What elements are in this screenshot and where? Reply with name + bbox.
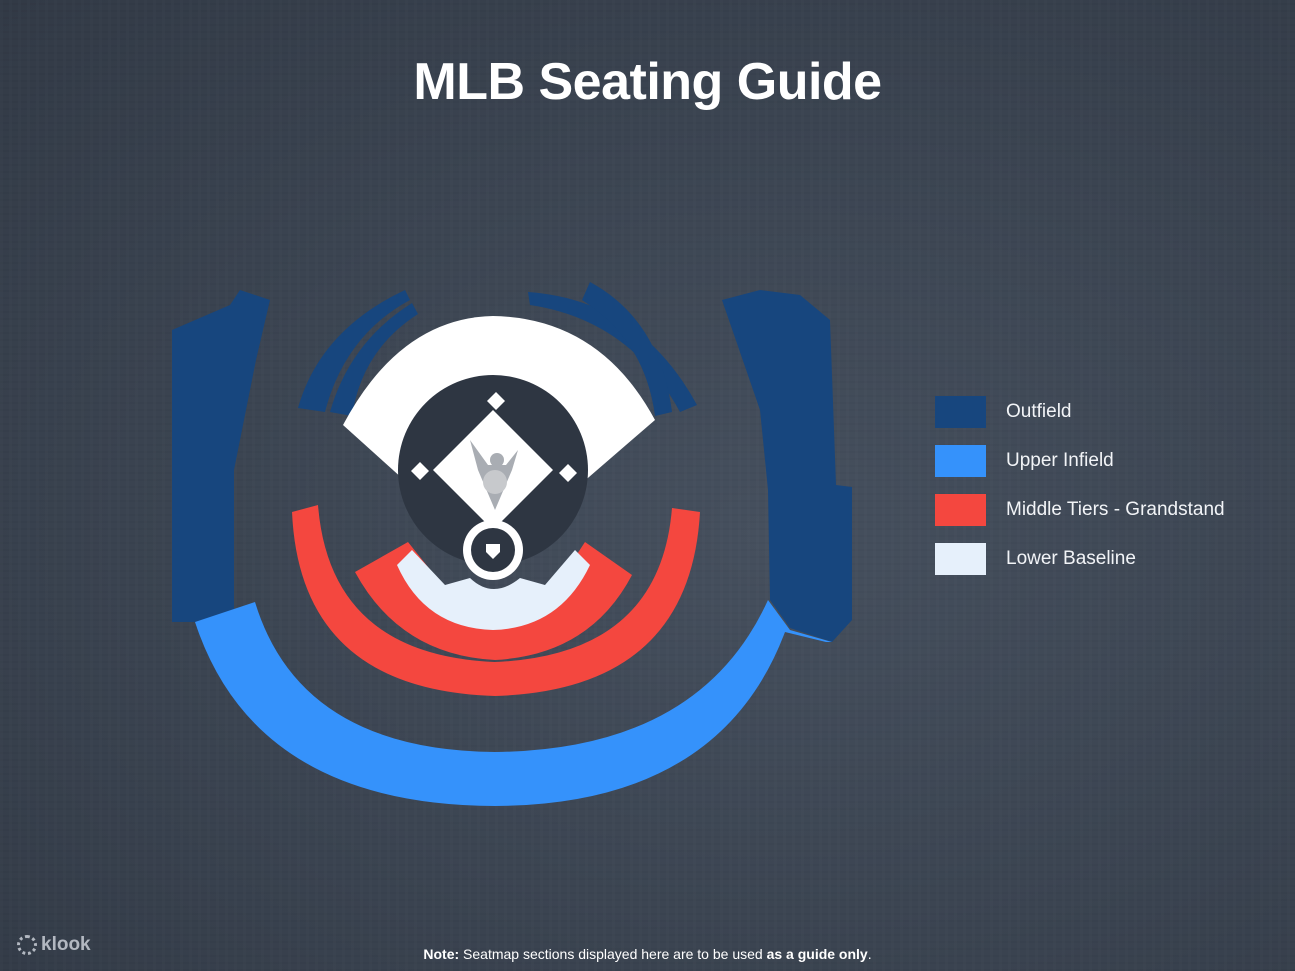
legend-item-outfield: Outfield bbox=[935, 396, 1225, 428]
upper-infield-section[interactable] bbox=[195, 600, 832, 806]
legend-item-lower-baseline: Lower Baseline bbox=[935, 543, 1225, 575]
lower-baseline-section[interactable] bbox=[397, 550, 590, 630]
mascot-logo-icon bbox=[470, 440, 518, 510]
klook-logo-icon bbox=[17, 935, 37, 955]
middle-tiers-swatch bbox=[935, 494, 986, 526]
note-prefix: Note: bbox=[423, 946, 460, 962]
upper-infield-swatch bbox=[935, 445, 986, 477]
outfield-swatch bbox=[935, 396, 986, 428]
outfield-top-left-arc[interactable] bbox=[298, 290, 410, 412]
first-base-icon bbox=[559, 464, 577, 482]
legend-item-middle-tiers: Middle Tiers - Grandstand bbox=[935, 494, 1225, 526]
outfield-top-left-inner-arc[interactable] bbox=[330, 303, 418, 416]
lower-baseline-swatch bbox=[935, 543, 986, 575]
legend-label: Lower Baseline bbox=[1006, 548, 1136, 569]
second-base-icon bbox=[487, 392, 505, 410]
legend-label: Outfield bbox=[1006, 401, 1072, 422]
outfield-right-section[interactable] bbox=[722, 290, 852, 642]
disclaimer-note: Note: Seatmap sections displayed here ar… bbox=[0, 946, 1295, 962]
note-text: Seatmap sections displayed here are to b… bbox=[459, 946, 767, 962]
legend-label: Middle Tiers - Grandstand bbox=[1006, 499, 1225, 520]
klook-wordmark: klook bbox=[41, 934, 91, 955]
middle-tier-outer-section[interactable] bbox=[292, 505, 700, 696]
legend: Outfield Upper Infield Middle Tiers - Gr… bbox=[935, 396, 1225, 592]
legend-label: Upper Infield bbox=[1006, 450, 1114, 471]
klook-logo: klook bbox=[17, 934, 91, 956]
third-base-icon bbox=[411, 462, 429, 480]
outfield-top-right-inner-arc[interactable] bbox=[582, 282, 672, 416]
legend-item-upper-infield: Upper Infield bbox=[935, 445, 1225, 477]
outfield-left-section[interactable] bbox=[172, 290, 270, 622]
home-plate-icon bbox=[486, 544, 500, 559]
page-title: MLB Seating Guide bbox=[413, 53, 882, 111]
note-emphasis: as a guide only bbox=[766, 946, 868, 962]
note-suffix: . bbox=[867, 946, 872, 962]
